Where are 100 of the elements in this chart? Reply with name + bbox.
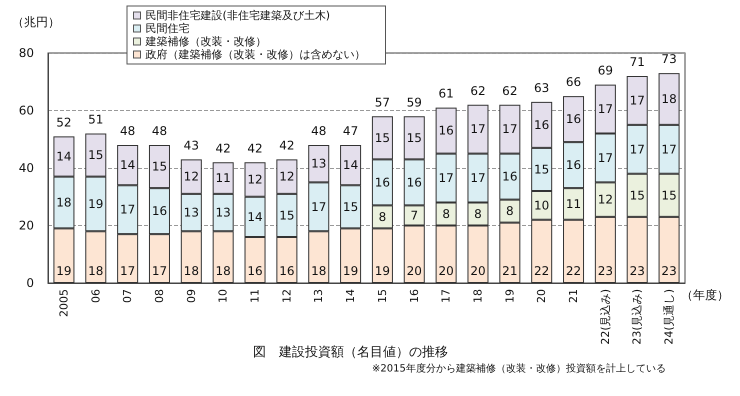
x-tick-label: 22(見込み) <box>598 289 612 345</box>
data-label: 16 <box>566 112 582 126</box>
total-label: 47 <box>342 124 358 138</box>
total-label: 52 <box>56 115 72 130</box>
x-tick-label: 14 <box>344 289 358 303</box>
x-axis-title: （年度） <box>681 288 730 302</box>
data-label: 16 <box>534 118 550 132</box>
legend-label: 民間住宅 <box>146 22 190 35</box>
data-label: 11 <box>566 196 582 211</box>
x-tick-label: 23(見込み) <box>630 289 644 345</box>
x-tick-label: 2005 <box>57 289 70 317</box>
data-label: 23 <box>661 264 677 278</box>
x-tick-label: 12 <box>280 289 294 303</box>
legend-label: 政府（建築補修（改装・改修）は含めない） <box>146 48 366 61</box>
x-tick-label: 08 <box>152 289 166 303</box>
data-label: 21 <box>502 264 518 278</box>
data-label: 17 <box>470 171 486 186</box>
data-label: 14 <box>56 150 72 164</box>
data-label: 17 <box>311 200 326 214</box>
data-label: 17 <box>661 142 677 156</box>
x-tick-label: 16 <box>408 289 421 303</box>
y-tick-label: 0 <box>26 276 34 290</box>
data-label: 10 <box>534 198 550 212</box>
y-tick-label: 80 <box>18 46 34 60</box>
y-tick-label: 60 <box>18 104 34 118</box>
data-label: 12 <box>184 170 199 184</box>
data-label: 19 <box>56 264 72 278</box>
data-label: 20 <box>406 264 422 278</box>
data-label: 14 <box>247 210 263 224</box>
data-label: 16 <box>438 124 454 138</box>
data-label: 11 <box>216 171 231 186</box>
x-tick-label: 21 <box>567 289 580 303</box>
total-label: 63 <box>534 80 550 95</box>
data-label: 22 <box>534 264 550 278</box>
data-label: 15 <box>279 208 295 222</box>
x-tick-label: 18 <box>471 289 484 303</box>
data-label: 22 <box>566 264 582 278</box>
data-label: 12 <box>279 170 295 184</box>
data-label: 18 <box>88 264 104 278</box>
data-label: 16 <box>247 264 263 278</box>
x-tick-label: 15 <box>376 289 389 303</box>
legend-label: 民間非住宅建設(非住宅建築及び土木) <box>146 9 330 22</box>
data-label: 17 <box>502 122 518 136</box>
x-tick-label: 20 <box>535 289 548 303</box>
data-label: 15 <box>374 130 390 145</box>
x-tick-label: 10 <box>216 289 230 303</box>
data-label: 14 <box>342 158 358 172</box>
data-label: 13 <box>311 156 326 171</box>
x-tick-label: 17 <box>440 289 453 303</box>
data-label: 15 <box>88 148 104 162</box>
data-label: 17 <box>120 264 136 278</box>
data-label: 15 <box>406 130 422 145</box>
total-label: 48 <box>120 124 136 138</box>
x-tick-label: 19 <box>503 289 516 303</box>
x-tick-label: 09 <box>184 289 198 303</box>
data-label: 18 <box>56 196 72 210</box>
data-label: 16 <box>502 170 518 184</box>
data-label: 17 <box>470 122 486 136</box>
data-label: 8 <box>474 207 482 221</box>
y-axis-title: （兆円） <box>12 15 60 29</box>
x-tick-label: 06 <box>89 289 102 303</box>
data-label: 18 <box>311 264 326 278</box>
total-label: 42 <box>216 141 231 156</box>
data-label: 19 <box>88 196 104 211</box>
total-label: 69 <box>598 64 614 78</box>
total-label: 71 <box>630 55 645 69</box>
total-label: 59 <box>406 95 422 110</box>
data-label: 8 <box>378 210 386 224</box>
total-label: 48 <box>311 124 326 138</box>
data-label: 18 <box>184 264 199 278</box>
data-label: 19 <box>374 264 390 278</box>
data-label: 8 <box>442 207 450 221</box>
total-label: 62 <box>470 84 486 98</box>
total-label: 62 <box>502 84 518 98</box>
data-label: 7 <box>410 208 418 222</box>
y-tick-label: 20 <box>18 218 34 232</box>
data-label: 8 <box>506 204 514 218</box>
data-label: 15 <box>630 188 645 202</box>
y-tick-label: 40 <box>18 161 34 175</box>
data-label: 17 <box>630 93 645 108</box>
data-label: 17 <box>598 150 614 165</box>
text: 図 建設投資額（名目値）の推移 <box>253 345 448 360</box>
data-label: 12 <box>247 172 263 186</box>
total-label: 57 <box>374 95 390 110</box>
data-label: 19 <box>342 264 358 278</box>
data-label: 18 <box>661 92 677 106</box>
data-label: 20 <box>438 264 454 278</box>
x-tick-label: 13 <box>312 289 326 303</box>
total-label: 42 <box>279 138 295 152</box>
x-tick-label: 11 <box>248 289 262 303</box>
total-label: 42 <box>247 141 263 156</box>
data-label: 16 <box>279 264 295 278</box>
data-label: 13 <box>184 206 199 220</box>
total-label: 51 <box>88 112 104 126</box>
data-label: 23 <box>598 264 614 278</box>
data-label: 15 <box>342 200 358 214</box>
text: ※2015年度分から建築補修（改装・改修）投資額を計上している <box>372 362 666 374</box>
data-label: 12 <box>598 192 614 207</box>
data-label: 16 <box>406 175 422 190</box>
data-label: 17 <box>630 142 645 156</box>
